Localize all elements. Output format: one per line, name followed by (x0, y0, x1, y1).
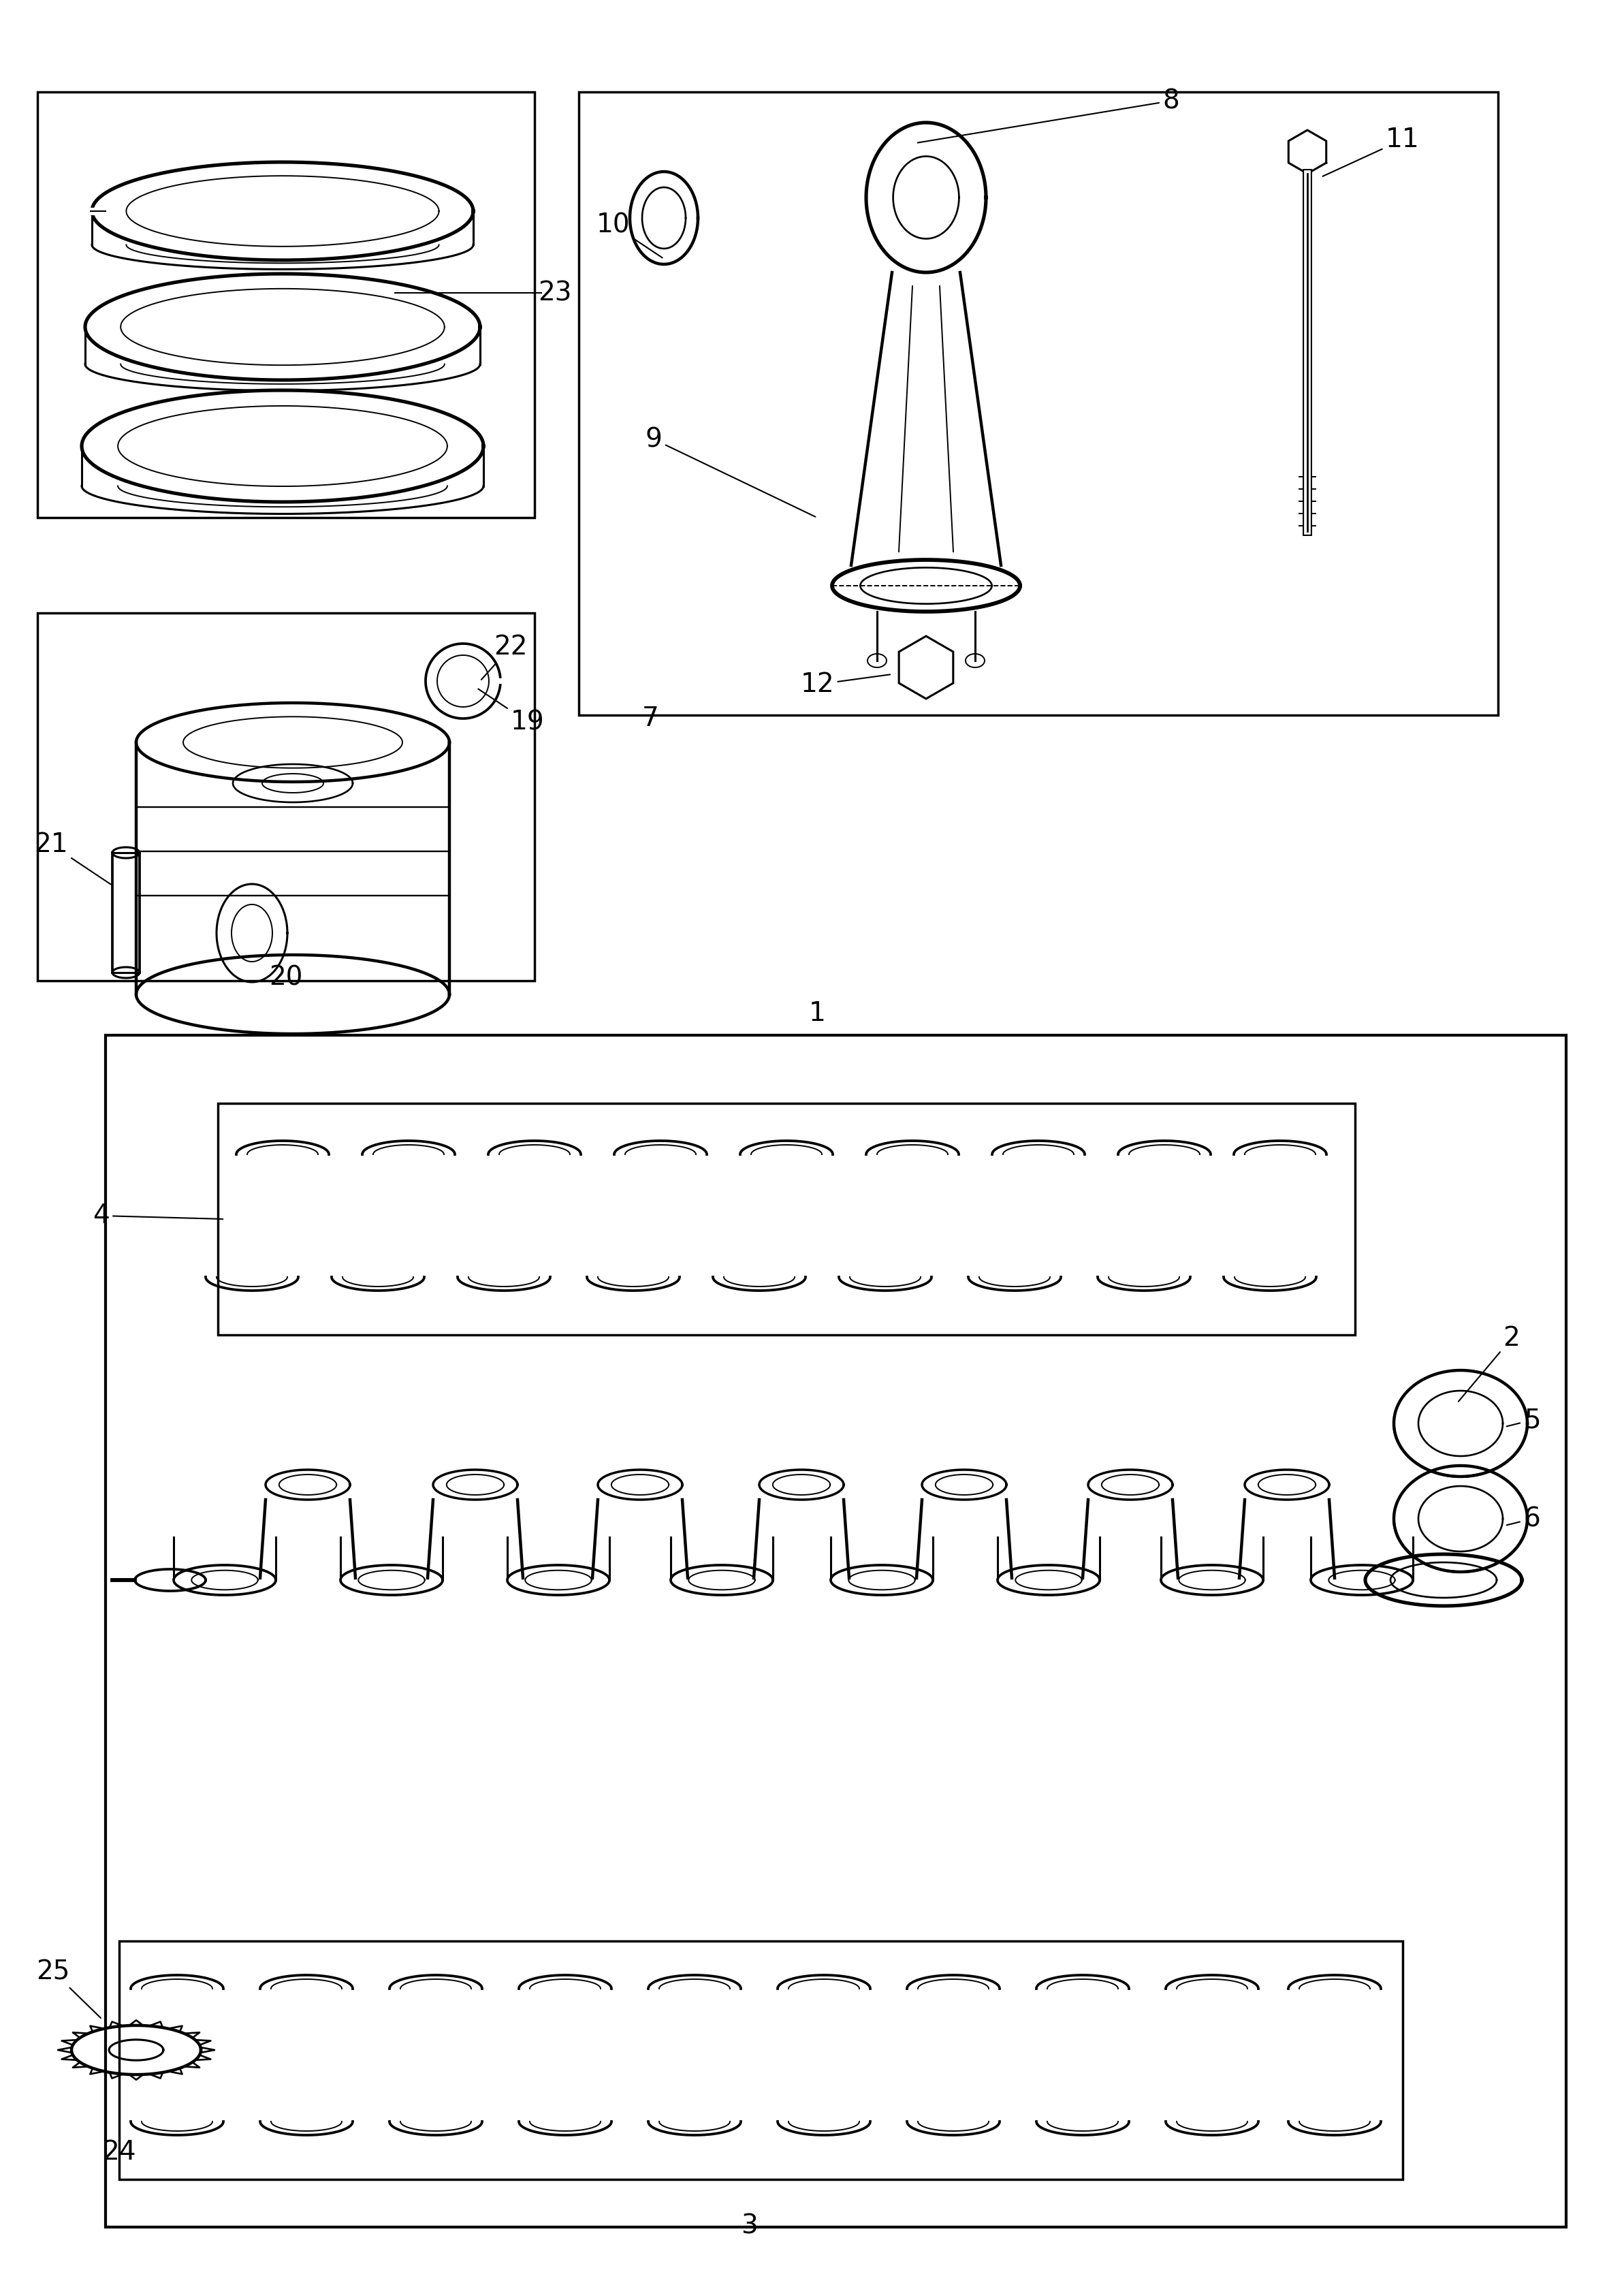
Text: 25: 25 (36, 1958, 101, 2017)
Bar (578, 91, 1497, 716)
Text: 11: 11 (1322, 126, 1419, 176)
Text: 4: 4 (93, 1203, 222, 1228)
Bar (106, 1036, 1566, 2228)
Text: 10: 10 (596, 213, 663, 258)
Bar (37, 91, 534, 517)
Polygon shape (851, 272, 1000, 565)
Text: 5: 5 (1507, 1407, 1541, 1434)
Polygon shape (1288, 130, 1327, 174)
Text: 2: 2 (1458, 1326, 1520, 1402)
Text: 22: 22 (481, 633, 528, 679)
Text: 7: 7 (641, 707, 659, 732)
Text: 6: 6 (1507, 1505, 1541, 1532)
Text: 23: 23 (538, 279, 572, 306)
Bar (218, 1102, 1354, 1336)
Text: 19: 19 (477, 688, 544, 734)
Bar (37, 613, 534, 981)
Text: 1: 1 (809, 999, 825, 1027)
Text: 12: 12 (801, 672, 890, 698)
Bar (119, 1942, 1403, 2180)
Text: 24: 24 (102, 2138, 136, 2166)
Text: 20: 20 (270, 965, 302, 990)
Text: 3: 3 (741, 2214, 757, 2239)
Text: 8: 8 (918, 87, 1179, 142)
Text: 21: 21 (34, 832, 110, 885)
Text: 9: 9 (645, 425, 815, 517)
